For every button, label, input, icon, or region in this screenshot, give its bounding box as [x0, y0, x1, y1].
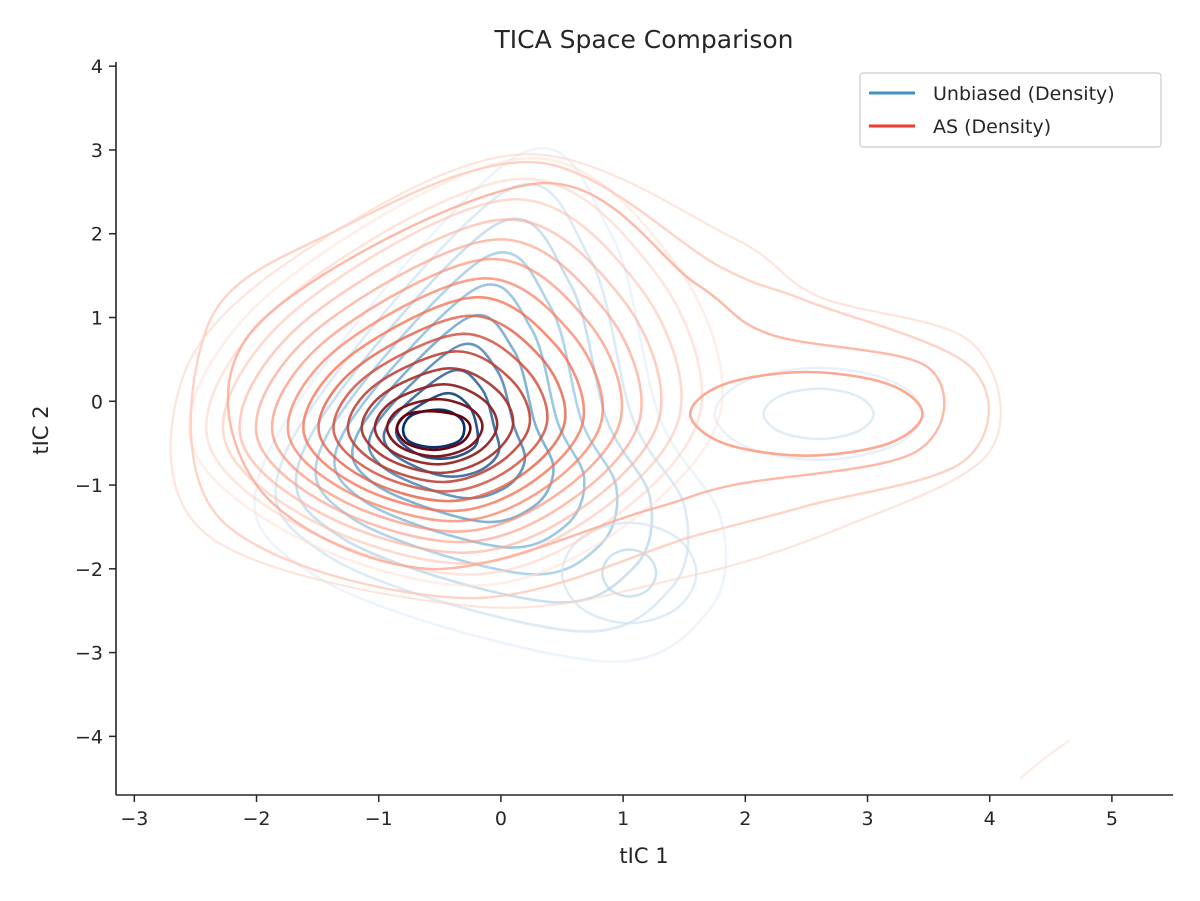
- as-contour: [302, 295, 586, 513]
- x-tick-label: −3: [120, 808, 148, 830]
- x-axis-label: tIC 1: [619, 844, 668, 868]
- as-contour: [346, 350, 532, 484]
- as-contour: [254, 238, 643, 544]
- y-tick-label: −1: [75, 475, 103, 497]
- legend-label-as: AS (Density): [933, 116, 1051, 138]
- legend-label-unbiased: Unbiased (Density): [933, 83, 1115, 105]
- x-tick-label: 4: [984, 808, 996, 830]
- unbiased-contour: [560, 521, 698, 625]
- as-contour: [238, 218, 663, 555]
- y-tick-label: 0: [91, 391, 103, 413]
- y-tick-label: 4: [91, 56, 103, 78]
- as-contour: [169, 152, 1002, 609]
- as-contour: [270, 257, 624, 533]
- legend-frame: [859, 72, 1162, 148]
- legend: Unbiased (Density) AS (Density): [859, 72, 1162, 148]
- as-contour: [1019, 739, 1070, 780]
- x-tick-label: 3: [861, 808, 873, 830]
- contour-layer: [169, 146, 1070, 780]
- as-contour: [187, 156, 724, 587]
- unbiased-contour: [713, 366, 924, 462]
- as-contour: [286, 277, 605, 523]
- y-tick-label: −3: [75, 643, 103, 665]
- unbiased-contour: [401, 408, 466, 449]
- unbiased-contour: [253, 146, 728, 663]
- unbiased-contour: [762, 387, 875, 441]
- as-contour: [332, 332, 549, 493]
- y-tick-label: 1: [91, 308, 103, 330]
- as-contour: [226, 182, 946, 571]
- as-contour: [317, 314, 567, 503]
- y-tick-label: 3: [91, 140, 103, 162]
- x-tick-label: 2: [739, 808, 751, 830]
- y-tick-label: 2: [91, 224, 103, 246]
- as-contour: [221, 198, 683, 565]
- x-tick-label: 1: [617, 808, 629, 830]
- as-contour: [360, 366, 515, 475]
- as-contour: [689, 370, 924, 457]
- x-axis-ticks: −3 −2 −1 0 1 2 3 4 5: [120, 795, 1118, 830]
- unbiased-contour: [274, 182, 690, 633]
- chart-title: TICA Space Comparison: [494, 25, 794, 54]
- x-tick-label: −2: [243, 808, 271, 830]
- as-contour: [373, 382, 499, 466]
- x-tick-label: 5: [1106, 808, 1118, 830]
- unbiased-contour: [314, 251, 619, 576]
- as-contour: [395, 409, 472, 452]
- x-tick-label: −1: [365, 808, 393, 830]
- y-tick-label: −2: [75, 559, 103, 581]
- x-tick-label: 0: [495, 808, 507, 830]
- axes-spines: [115, 62, 1173, 796]
- as-contour: [385, 397, 484, 458]
- y-axis-ticks: −4 −3 −2 −1 0 1 2 3 4: [75, 56, 116, 748]
- y-tick-label: −4: [75, 726, 103, 748]
- as-contour: [189, 160, 991, 600]
- y-axis-label: tIC 2: [29, 405, 53, 454]
